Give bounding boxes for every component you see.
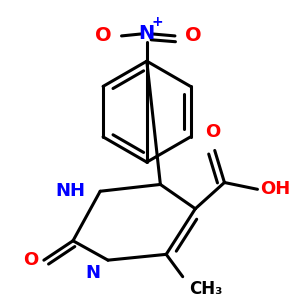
Text: +: + [152, 15, 163, 29]
Text: O: O [23, 251, 38, 269]
Text: O: O [205, 123, 220, 141]
Text: CH₃: CH₃ [190, 280, 223, 298]
Text: NH: NH [56, 182, 86, 200]
Text: O: O [184, 26, 201, 45]
Text: O: O [95, 26, 112, 45]
Text: OH: OH [260, 180, 291, 198]
Text: N: N [139, 25, 155, 44]
Text: N: N [85, 264, 100, 282]
